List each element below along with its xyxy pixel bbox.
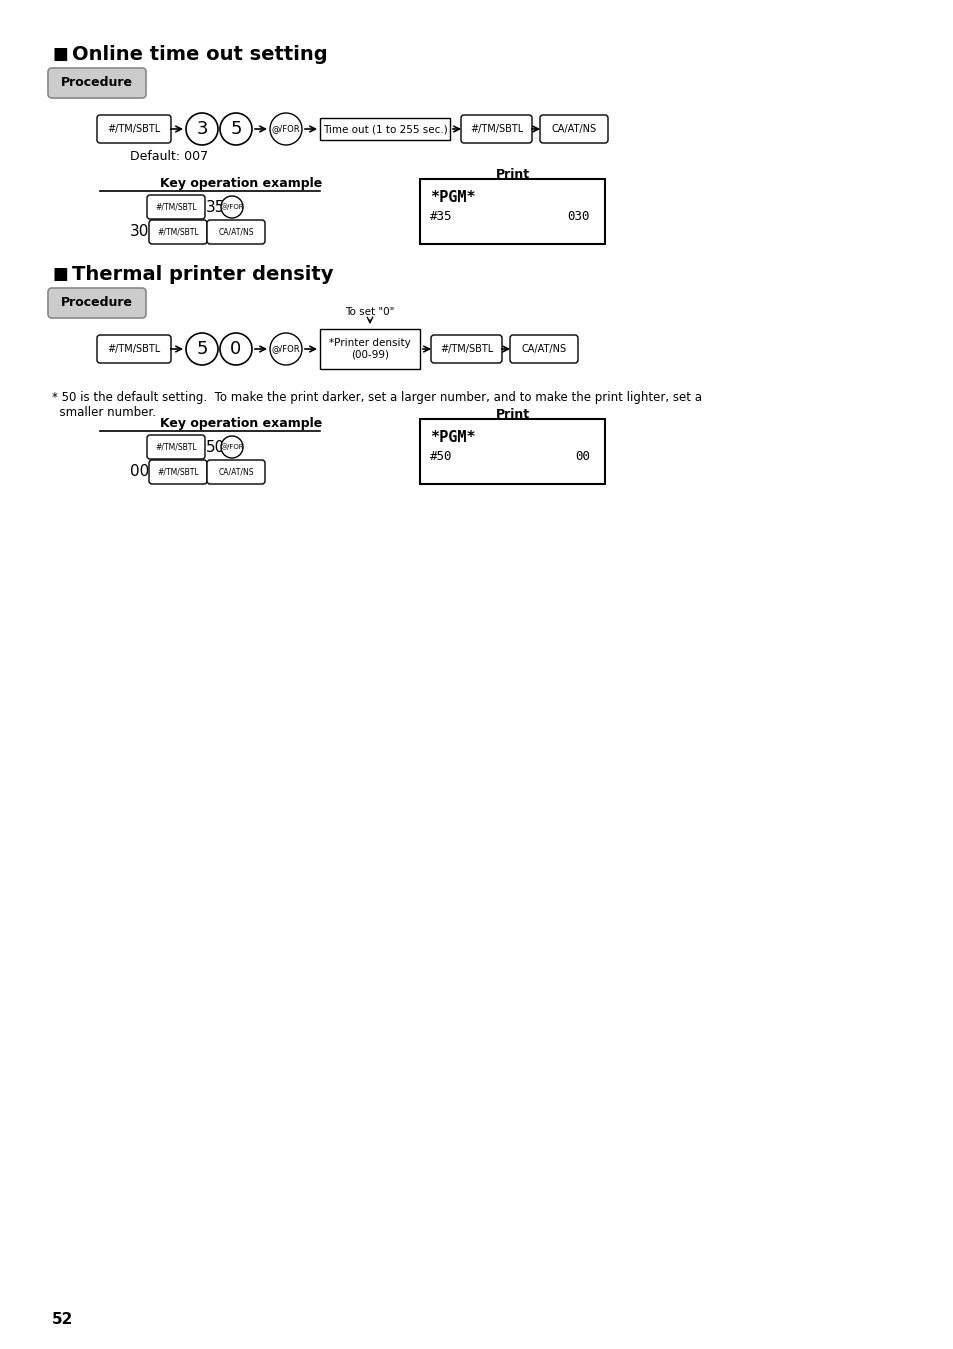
Text: Print: Print <box>495 167 529 181</box>
Text: ■: ■ <box>52 264 68 283</box>
Text: 030: 030 <box>567 210 589 224</box>
Text: #/TM/SBTL: #/TM/SBTL <box>108 344 160 353</box>
Text: To set "0": To set "0" <box>345 308 395 317</box>
FancyBboxPatch shape <box>147 434 205 459</box>
Text: #/TM/SBTL: #/TM/SBTL <box>470 124 522 134</box>
FancyBboxPatch shape <box>147 196 205 219</box>
Bar <box>419 420 604 484</box>
Text: Default: 007: Default: 007 <box>130 151 208 163</box>
Bar <box>319 329 419 370</box>
Text: 5: 5 <box>230 120 241 138</box>
Text: #/TM/SBTL: #/TM/SBTL <box>155 442 196 452</box>
Text: 00: 00 <box>575 451 589 464</box>
FancyBboxPatch shape <box>510 335 578 363</box>
Text: *Printer density
(00-99): *Printer density (00-99) <box>329 339 411 360</box>
Text: CA/AT/NS: CA/AT/NS <box>218 228 253 236</box>
Circle shape <box>270 333 302 366</box>
FancyBboxPatch shape <box>460 115 532 143</box>
Bar <box>419 179 604 244</box>
Text: Procedure: Procedure <box>61 77 132 89</box>
FancyBboxPatch shape <box>207 460 265 484</box>
FancyBboxPatch shape <box>539 115 607 143</box>
Text: Thermal printer density: Thermal printer density <box>71 264 334 283</box>
Circle shape <box>221 436 243 459</box>
Bar <box>319 117 450 140</box>
Text: CA/AT/NS: CA/AT/NS <box>521 344 566 353</box>
Circle shape <box>220 113 252 144</box>
Text: CA/AT/NS: CA/AT/NS <box>218 468 253 476</box>
Text: @/FOR: @/FOR <box>272 344 300 353</box>
Text: *PGM*: *PGM* <box>430 429 476 445</box>
Circle shape <box>221 196 243 219</box>
Text: 5: 5 <box>196 340 208 357</box>
Text: Print: Print <box>495 407 529 421</box>
FancyBboxPatch shape <box>97 115 171 143</box>
Circle shape <box>186 333 218 366</box>
Text: Key operation example: Key operation example <box>160 178 322 190</box>
Text: #/TM/SBTL: #/TM/SBTL <box>157 468 198 476</box>
Text: 0: 0 <box>230 340 241 357</box>
Text: 35: 35 <box>206 200 225 214</box>
Text: #/TM/SBTL: #/TM/SBTL <box>108 124 160 134</box>
FancyBboxPatch shape <box>48 67 146 98</box>
FancyBboxPatch shape <box>207 220 265 244</box>
Text: Online time out setting: Online time out setting <box>71 45 327 63</box>
FancyBboxPatch shape <box>149 460 207 484</box>
Text: @/FOR: @/FOR <box>220 444 244 451</box>
Text: #/TM/SBTL: #/TM/SBTL <box>157 228 198 236</box>
Text: 30: 30 <box>130 224 150 240</box>
FancyBboxPatch shape <box>149 220 207 244</box>
Text: Procedure: Procedure <box>61 297 132 309</box>
Text: *PGM*: *PGM* <box>430 189 476 205</box>
Text: #35: #35 <box>430 210 452 224</box>
Text: 3: 3 <box>196 120 208 138</box>
Text: @/FOR: @/FOR <box>220 204 244 210</box>
Text: #/TM/SBTL: #/TM/SBTL <box>155 202 196 212</box>
Text: Time out (1 to 255 sec.): Time out (1 to 255 sec.) <box>322 124 447 134</box>
Circle shape <box>186 113 218 144</box>
Text: Key operation example: Key operation example <box>160 417 322 430</box>
Circle shape <box>220 333 252 366</box>
Text: 50: 50 <box>206 440 225 455</box>
Text: CA/AT/NS: CA/AT/NS <box>551 124 596 134</box>
Circle shape <box>270 113 302 144</box>
Text: #50: #50 <box>430 451 452 464</box>
FancyBboxPatch shape <box>431 335 501 363</box>
Text: * 50 is the default setting.  To make the print darker, set a larger number, and: * 50 is the default setting. To make the… <box>52 391 701 420</box>
Text: ■: ■ <box>52 45 68 63</box>
FancyBboxPatch shape <box>97 335 171 363</box>
Text: @/FOR: @/FOR <box>272 124 300 134</box>
Text: 52: 52 <box>52 1311 73 1326</box>
Text: #/TM/SBTL: #/TM/SBTL <box>439 344 493 353</box>
FancyBboxPatch shape <box>48 287 146 318</box>
Text: 00: 00 <box>130 464 149 479</box>
